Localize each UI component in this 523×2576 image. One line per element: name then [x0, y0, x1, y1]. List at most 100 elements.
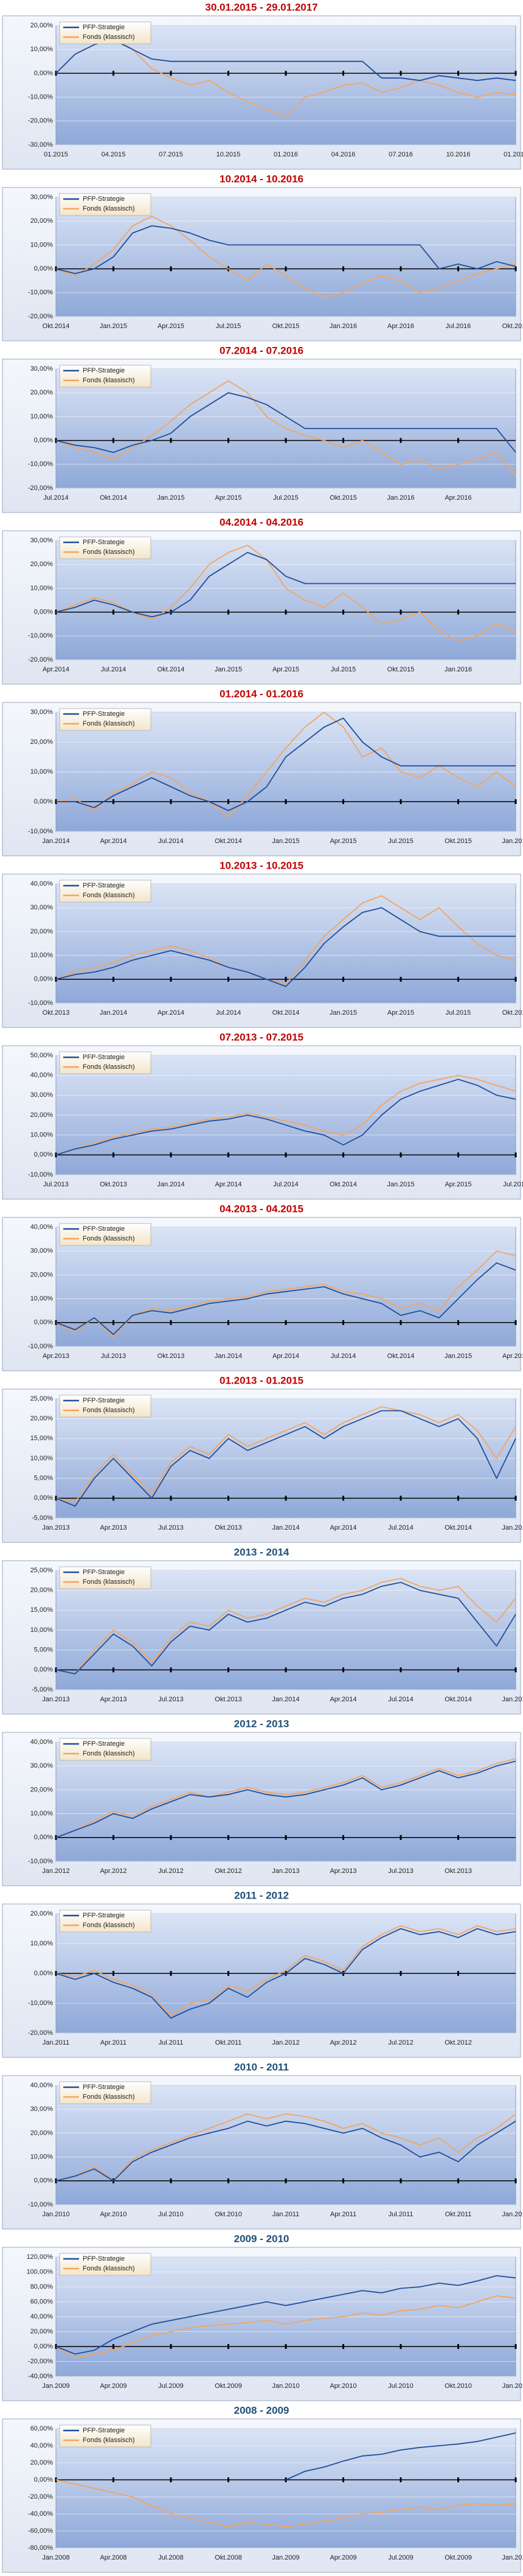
x-tick-label: Okt.2014: [445, 1524, 472, 1531]
plot-area: [55, 2085, 516, 2205]
x-tick-label: Okt.2012: [445, 2039, 472, 2046]
y-tick-label: 25,00%: [30, 1395, 54, 1402]
x-tick-label: Apr.2011: [100, 2039, 126, 2046]
series-line: [55, 907, 516, 987]
x-tick-label: Okt.2013: [100, 1181, 127, 1188]
x-tick-label: Jan.2015: [502, 1696, 523, 1703]
y-tick-label: -20,00%: [28, 313, 53, 320]
y-tick-label: -30,00%: [28, 141, 53, 149]
plot-area: [55, 2428, 516, 2549]
x-tick-label: 04.2016: [331, 151, 356, 158]
y-tick-label: 0,00%: [34, 1151, 53, 1158]
y-tick-label: -10,00%: [28, 2000, 53, 2007]
x-tick-label: Okt.2012: [215, 1867, 242, 1875]
y-tick-label: 10,00%: [30, 768, 54, 775]
y-tick-label: 20,00%: [30, 1415, 54, 1423]
x-tick-label: 07.2015: [159, 151, 183, 158]
chart-title: 07.2014 - 07.2016: [220, 345, 303, 356]
y-tick-label: 20,00%: [30, 1587, 54, 1594]
series-line: [55, 1079, 516, 1156]
x-tick-label: Okt.2015: [387, 666, 415, 673]
x-tick-label: Jul.2015: [503, 1181, 523, 1188]
y-tick-label: 10,00%: [30, 46, 54, 53]
series-line: [55, 1578, 516, 1675]
y-tick-label: 20,00%: [30, 22, 54, 29]
chart-title: 07.2013 - 07.2015: [220, 1031, 303, 1043]
y-tick-label: 0,00%: [34, 2343, 53, 2350]
y-tick-label: -80,00%: [28, 2544, 53, 2552]
y-tick-label: 25,00%: [30, 1567, 54, 1574]
legend-label: PFP-Strategie: [83, 1054, 125, 1061]
y-tick-label: 20,00%: [30, 738, 54, 746]
y-tick-label: 60,00%: [30, 2298, 54, 2305]
x-tick-label: Apr.2014: [43, 666, 69, 673]
chart-panel: 10.2014 - 10.2016 30,00% 20,00% 10,00% 0,00%…: [2, 173, 523, 341]
x-tick-label: 07.2016: [389, 151, 413, 158]
y-tick-label: -20,00%: [28, 2029, 53, 2037]
y-tick-label: 10,00%: [30, 1810, 54, 1818]
x-tick-label: Apr.2009: [100, 2382, 126, 2390]
y-tick-label: 0,00%: [34, 265, 53, 273]
x-tick-label: Apr.2013: [43, 1353, 69, 1360]
series-line: [56, 717, 516, 811]
x-tick-label: 01.2017: [504, 151, 523, 158]
x-tick-label: Jul.2014: [43, 494, 69, 502]
x-tick-label: Jan.2015: [330, 1009, 357, 1017]
legend-box: [59, 1909, 151, 1933]
legend-label: PFP-Strategie: [83, 2427, 125, 2434]
x-tick-label: Apr.2010: [330, 2382, 356, 2390]
y-tick-label: -10,00%: [28, 289, 53, 296]
y-tick-label: 30,00%: [30, 1091, 54, 1099]
x-tick-label: Okt.2014: [43, 323, 70, 330]
y-tick-label: 10,00%: [30, 1626, 54, 1634]
x-tick-label: Apr.2015: [445, 1181, 471, 1188]
y-tick-label: -10,00%: [28, 999, 53, 1007]
legend-label: PFP-Strategie: [83, 1225, 125, 1233]
x-tick-label: Okt.2013: [215, 1696, 242, 1703]
x-tick-label: Jul.2014: [388, 1696, 414, 1703]
legend-box: [59, 2081, 151, 2104]
chart-panel: 2013 - 2014 25,00% 20,00% 15,00% 10,00% 5,00%…: [2, 1546, 523, 1715]
x-tick-label: Apr.2014: [330, 1696, 356, 1703]
chart-title: 2012 - 2013: [234, 1718, 289, 1729]
y-tick-label: 30,00%: [30, 709, 54, 716]
chart-panel: 07.2013 - 07.2015 50,00% 40,00% 30,00% 20,00…: [2, 1031, 523, 1200]
x-tick-label: Apr.2014: [215, 1181, 241, 1188]
series-line: [55, 1410, 516, 1507]
x-tick-label: Jan.2015: [387, 1181, 414, 1188]
x-tick-label: Jan.2014: [157, 1181, 184, 1188]
x-tick-label: 04.2015: [102, 151, 126, 158]
x-tick-label: Okt.2010: [215, 2211, 242, 2218]
x-tick-label: Okt.2009: [215, 2382, 242, 2390]
x-tick-label: Apr.2012: [100, 1867, 126, 1875]
x-tick-label: Apr.2011: [330, 2211, 356, 2218]
chart-panel: 2011 - 2012 20,00% 10,00% 0,00% -10,00% -20,0…: [2, 1889, 521, 2058]
x-tick-label: Okt.2014: [100, 494, 127, 502]
x-tick-label: Jan.2016: [445, 666, 472, 673]
x-tick-label: Okt.2016: [502, 323, 523, 330]
y-tick-label: -10,00%: [28, 828, 53, 835]
series-line: [55, 1406, 516, 1503]
y-tick-label: -20,00%: [28, 656, 53, 663]
y-tick-label: 20,00%: [30, 1271, 54, 1278]
x-tick-label: Apr.2010: [100, 2211, 126, 2218]
legend-box: [59, 1223, 151, 1246]
chart-title: 04.2014 - 04.2016: [220, 516, 303, 528]
series-line: [55, 215, 516, 298]
y-tick-label: 10,00%: [30, 241, 54, 248]
y-tick-label: -10,00%: [28, 94, 53, 101]
y-tick-label: 30,00%: [30, 537, 54, 544]
x-tick-label: Okt.2013: [43, 1009, 70, 1017]
legend-box: [59, 1051, 151, 1074]
plot-area: [55, 197, 516, 317]
y-tick-label: 5,00%: [34, 1647, 53, 1654]
x-tick-label: Jul.2013: [388, 1867, 414, 1875]
chart-title: 10.2013 - 10.2015: [220, 859, 303, 871]
legend-label: Fonds (klassisch): [83, 2265, 135, 2272]
y-tick-label: 0,00%: [34, 609, 53, 616]
x-tick-label: Jan.2016: [387, 494, 414, 502]
y-tick-label: 10,00%: [30, 413, 54, 420]
legend-label: PFP-Strategie: [83, 539, 125, 546]
y-tick-label: 30,00%: [30, 904, 54, 911]
y-tick-label: -10,00%: [28, 1858, 53, 1865]
